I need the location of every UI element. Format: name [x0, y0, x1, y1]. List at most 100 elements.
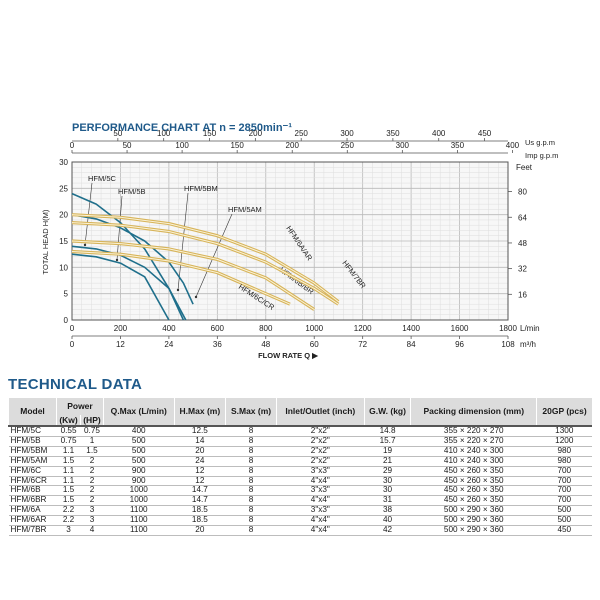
table-row: HFM/6AR 2.2 3 1100 18.5 8 4"x4" 40 500 × 290 × 3… [8, 515, 592, 526]
x-unit-label: L/min [520, 324, 540, 333]
series-label-hfm-5am: HFM/5AM [228, 205, 262, 214]
cell-model: HFM/5AM [10, 455, 48, 465]
cell-gross-weight: 40 [382, 515, 393, 525]
cell-hmax: 24 [195, 455, 205, 465]
cell-packing: 355 × 220 × 270 [443, 435, 504, 445]
table-row: HFM/5C 0.55 0.75 400 12.5 8 2"x2" 14.8 355 × 220… [8, 426, 592, 437]
cell-smax: 8 [248, 435, 254, 445]
m3h-tick-label: 108 [501, 340, 515, 349]
cell-qmax: 1000 [129, 495, 148, 505]
cell-kw: 2.2 [62, 515, 75, 525]
x-tick-label: 600 [211, 324, 225, 333]
m3h-unit-label: m³/h [520, 340, 536, 349]
cell-20gp: 700 [557, 465, 572, 475]
series-line-highlight-hfm-7br [71, 214, 339, 302]
series-label-hfm-5c: HFM/5C [88, 174, 117, 183]
cell-kw: 1.5 [62, 485, 75, 495]
cell-hp: 2 [89, 495, 95, 505]
cell-kw: 3 [66, 525, 71, 535]
x-tick-label: 200 [114, 324, 128, 333]
cell-kw: 1.1 [62, 465, 75, 475]
y-tick-label: 5 [64, 290, 69, 299]
table-row: HFM/6A 2.2 3 1100 18.5 8 3"x3" 38 500 × 290 × 36… [8, 505, 592, 516]
header-model: Model [7, 398, 57, 426]
cell-smax: 8 [248, 495, 254, 505]
chart-title: PERFORMANCE CHART AT n = 2850min⁻¹ [72, 122, 292, 134]
cell-packing: 500 × 290 × 360 [443, 525, 504, 535]
y-tick-label: 10 [59, 263, 68, 272]
cell-smax: 8 [248, 515, 254, 525]
cell-hp: 1.5 [86, 445, 98, 455]
cell-smax: 8 [248, 505, 254, 515]
series-label-hfm-5bm: HFM/5BM [184, 184, 218, 193]
technical-data-table: Model Power Q.Max (L/min) H.Max (m) S.Ma… [7, 398, 592, 536]
table-row: HFM/5B 0.75 1 500 14 8 2"x2" 15.7 355 × 220 × 27… [8, 435, 592, 447]
cell-qmax: 500 [131, 445, 146, 455]
table-row: HFM/5AM 1.5 2 500 24 8 2"x2" 21 410 × 240 × 300 9… [8, 455, 592, 467]
cell-hp: 3 [89, 505, 95, 515]
imp-tick-label: 150 [230, 141, 244, 150]
header-smax: S.Max (m) [225, 398, 277, 426]
cell-hp: 0.75 [84, 426, 100, 435]
cell-model: HFM/7BR [10, 525, 47, 535]
x-tick-label: 800 [259, 324, 273, 333]
series-line-highlight-hfm-6b-br [71, 240, 315, 310]
cell-model: HFM/6CR [10, 475, 47, 485]
header-kw: (Kw) [56, 415, 81, 426]
cell-model: HFM/6C [10, 465, 41, 475]
us-tick-label: 400 [432, 129, 446, 138]
cell-qmax: 500 [131, 455, 146, 465]
imp-tick-label: 50 [123, 141, 132, 150]
m3h-tick-label: 48 [261, 340, 270, 349]
cell-inlet-outlet: 3"x3" [310, 505, 330, 515]
cell-packing: 450 × 260 × 350 [443, 495, 504, 505]
series-leader-hfm-5am [195, 213, 233, 298]
cell-model: HFM/6B [10, 485, 41, 495]
cell-kw: 1.5 [62, 495, 75, 505]
cell-hmax: 20 [195, 445, 205, 455]
cell-gross-weight: 30 [382, 475, 393, 485]
cell-20gp: 450 [557, 525, 572, 535]
y-tick-label: 30 [59, 158, 68, 167]
header-qmax: Q.Max (L/min) [102, 398, 175, 426]
cell-20gp: 1300 [555, 426, 574, 435]
m3h-tick-label: 60 [310, 340, 319, 349]
series-leader-dot-hfm-5b [115, 258, 119, 262]
y-tick-label: 15 [59, 237, 68, 246]
cell-qmax: 1000 [129, 485, 148, 495]
cell-qmax: 1100 [129, 525, 148, 535]
us-tick-label: 100 [157, 129, 171, 138]
x-tick-label: 1400 [402, 324, 420, 333]
header-hp: (HP) [80, 415, 104, 426]
m3h-tick-label: 0 [70, 340, 75, 349]
cell-hp: 2 [89, 455, 95, 465]
x-tick-label: 0 [70, 324, 75, 333]
us-tick-label: 350 [386, 129, 400, 138]
technical-data-title: TECHNICAL DATA [8, 376, 143, 393]
cell-model: HFM/6AR [10, 515, 47, 525]
cell-packing: 500 × 290 × 360 [443, 515, 504, 525]
cell-kw: 2.2 [62, 505, 75, 515]
cell-gross-weight: 14.8 [379, 426, 396, 435]
feet-tick-label: 32 [518, 265, 527, 274]
m3h-tick-label: 24 [164, 340, 173, 349]
y-tick-label: 25 [59, 184, 68, 193]
cell-20gp: 700 [557, 495, 572, 505]
cell-inlet-outlet: 4"x4" [310, 475, 330, 485]
cell-model: HFM/5B [10, 435, 41, 445]
us-tick-label: 250 [295, 129, 309, 138]
cell-model: HFM/6BR [10, 495, 47, 505]
cell-model: HFM/5BM [10, 445, 48, 455]
series-line-hfm-5bm [71, 192, 187, 321]
table-row: HFM/6CR 1.1 2 900 12 8 4"x4" 30 450 × 260 × 350 7… [8, 475, 592, 486]
cell-20gp: 980 [557, 455, 572, 465]
cell-gross-weight: 19 [382, 445, 393, 455]
table-row: HFM/7BR 3 4 1100 20 8 4"x4" 42 500 × 290 × 360 45… [8, 525, 592, 536]
cell-gross-weight: 30 [382, 485, 393, 495]
imp-tick-label: 200 [286, 141, 300, 150]
cell-hmax: 14.7 [191, 495, 208, 505]
cell-20gp: 500 [557, 515, 572, 525]
cell-hmax: 12 [195, 475, 205, 485]
cell-model: HFM/5C [10, 426, 41, 435]
y-axis-label: TOTAL HEAD H(M) [41, 209, 50, 274]
